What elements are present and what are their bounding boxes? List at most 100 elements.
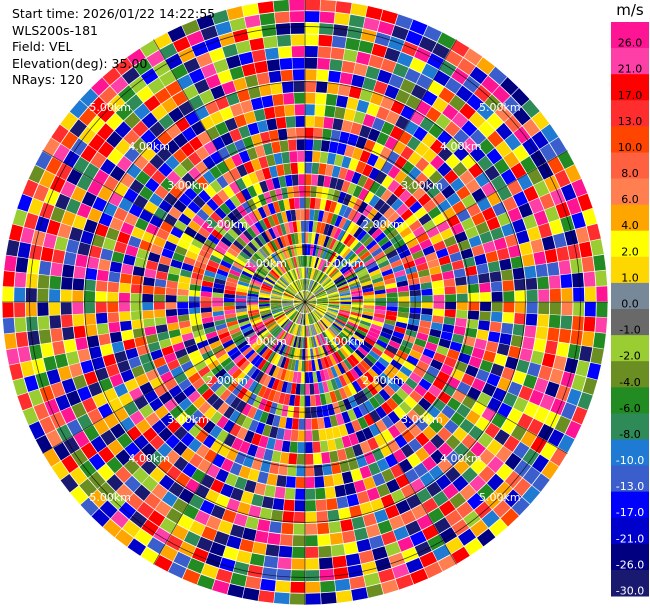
velocity-gate [256, 120, 269, 133]
velocity-gate [330, 325, 340, 335]
velocity-gate [342, 373, 352, 385]
velocity-gate [414, 417, 429, 432]
velocity-gate [133, 434, 149, 450]
velocity-gate [453, 268, 466, 278]
velocity-gate [15, 331, 29, 348]
colorbar-tick: -8.0 [619, 428, 640, 441]
velocity-gate [171, 524, 189, 541]
velocity-gate [51, 461, 69, 480]
velocity-gate [267, 273, 278, 282]
velocity-gate [284, 370, 291, 382]
velocity-gate [309, 313, 315, 324]
velocity-gate [270, 300, 282, 302]
velocity-gate [306, 337, 310, 349]
velocity-gate [495, 122, 513, 140]
velocity-gate [421, 302, 433, 309]
velocity-gate [75, 254, 88, 268]
velocity-gate [430, 359, 443, 371]
velocity-gate [407, 453, 422, 468]
velocity-gate [167, 359, 180, 371]
velocity-gate [278, 463, 288, 476]
velocity-gate [113, 383, 129, 398]
colorbar-bin [611, 152, 649, 180]
velocity-gate [168, 562, 187, 579]
velocity-gate [456, 501, 474, 519]
velocity-gate [271, 291, 283, 296]
velocity-gate [375, 376, 388, 389]
velocity-gate [351, 587, 368, 601]
velocity-gate [538, 365, 553, 381]
velocity-gate [98, 258, 111, 271]
velocity-gate [251, 433, 262, 446]
velocity-gate [499, 258, 512, 271]
velocity-gate [157, 331, 170, 342]
velocity-gate [414, 256, 427, 266]
velocity-gate [465, 364, 479, 378]
velocity-gate [129, 179, 145, 194]
velocity-gate [305, 291, 309, 302]
velocity-gate [297, 325, 302, 337]
velocity-gate [39, 385, 55, 403]
velocity-gate [331, 544, 345, 557]
velocity-gate [123, 129, 140, 146]
velocity-gate [534, 406, 550, 423]
colorbar-bin [611, 335, 649, 362]
velocity-gate [330, 378, 339, 391]
velocity-gate [230, 572, 247, 587]
velocity-gate [265, 47, 279, 60]
velocity-gate [227, 584, 245, 598]
velocity-gate [290, 162, 298, 175]
velocity-gate [385, 110, 400, 125]
velocity-gate [320, 318, 330, 328]
field-name: Field: VEL [12, 39, 73, 54]
velocity-gate [497, 402, 513, 418]
velocity-gate [547, 429, 565, 447]
velocity-gate [333, 202, 343, 215]
velocity-gate [103, 519, 122, 538]
velocity-gate [142, 293, 154, 302]
velocity-gate [305, 209, 310, 221]
velocity-gate [295, 209, 301, 221]
velocity-gate [80, 230, 94, 245]
velocity-gate [232, 240, 244, 251]
velocity-gate [359, 440, 372, 454]
velocity-gate [549, 219, 564, 235]
velocity-gate [215, 21, 232, 36]
velocity-gate [165, 287, 178, 296]
velocity-gate [200, 302, 212, 308]
velocity-gate [244, 331, 256, 340]
velocity-gate [292, 57, 305, 69]
velocity-gate [204, 406, 217, 420]
velocity-gate [17, 194, 33, 212]
velocity-gate [456, 185, 471, 200]
velocity-gate [296, 313, 302, 324]
velocity-gate [314, 104, 326, 117]
velocity-gate [259, 12, 276, 26]
velocity-gate [178, 193, 192, 207]
velocity-gate [357, 390, 369, 403]
velocity-gate [537, 276, 549, 290]
velocity-gate [298, 174, 305, 186]
velocity-gate [288, 370, 294, 383]
velocity-gate [236, 357, 247, 368]
velocity-gate [76, 203, 92, 219]
velocity-gate [281, 405, 289, 417]
velocity-gate [340, 303, 352, 307]
velocity-gate [326, 212, 334, 224]
velocity-gate [269, 426, 279, 439]
velocity-gate [375, 557, 392, 572]
velocity-gate [577, 392, 593, 410]
velocity-gate [140, 146, 157, 162]
velocity-gate [313, 285, 322, 294]
velocity-gate [201, 563, 219, 579]
velocity-gate [170, 365, 184, 378]
velocity-gate [333, 567, 349, 580]
velocity-gate [289, 270, 296, 281]
velocity-gate [225, 472, 238, 487]
velocity-gate [57, 223, 72, 239]
velocity-gate [173, 426, 188, 441]
velocity-gate [374, 232, 387, 243]
velocity-gate [433, 352, 447, 364]
velocity-gate [212, 310, 224, 317]
velocity-gate [99, 500, 118, 519]
